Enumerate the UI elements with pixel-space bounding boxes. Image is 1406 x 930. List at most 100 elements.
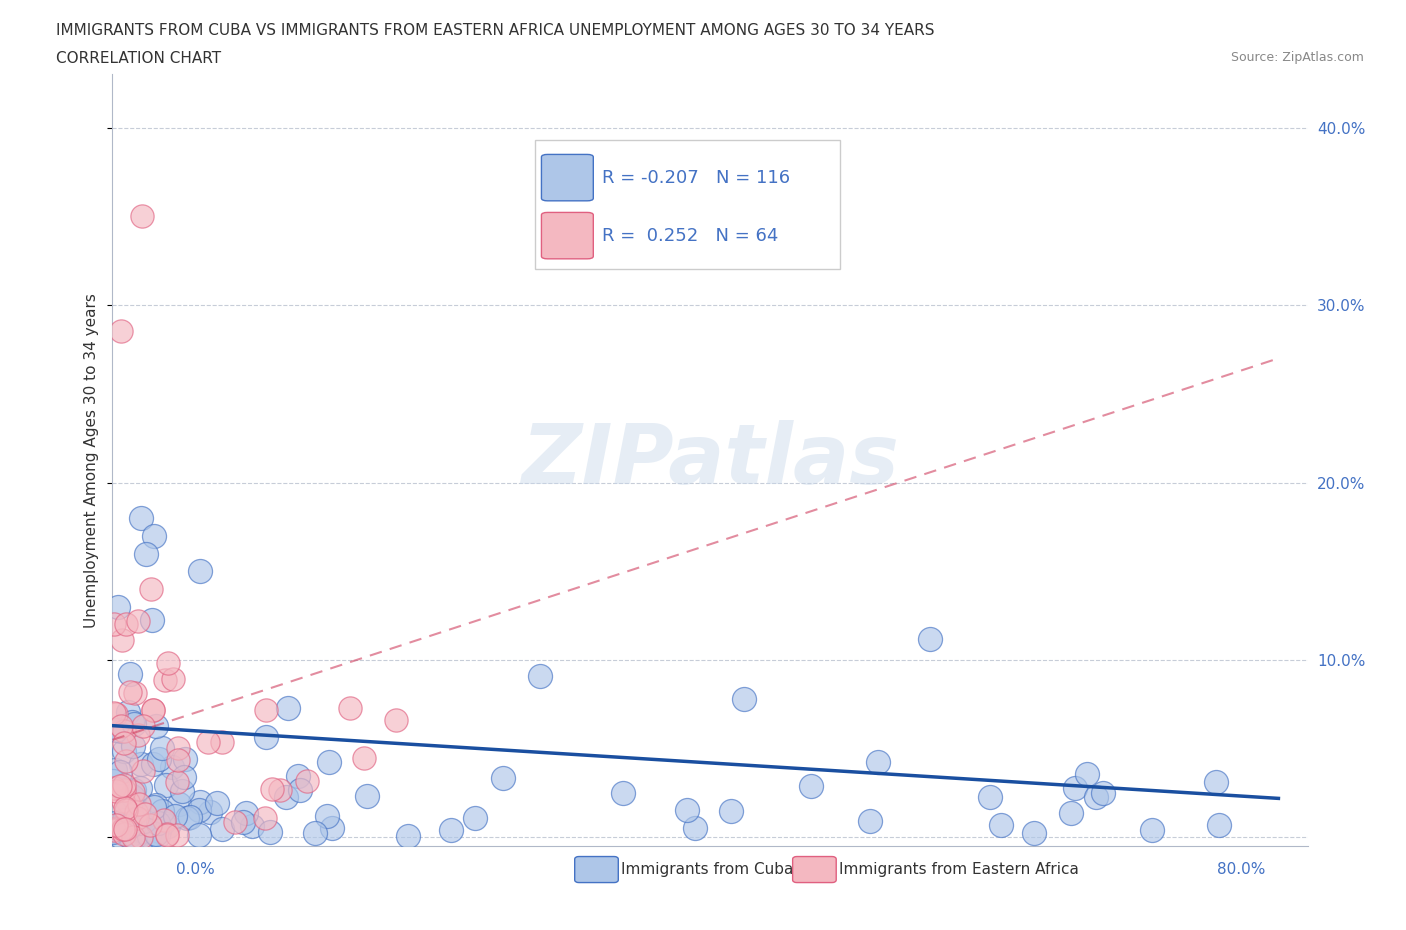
Point <box>990 817 1012 832</box>
Point <box>166 827 188 842</box>
Point <box>288 782 311 797</box>
Point <box>683 821 706 836</box>
Point <box>167 752 190 767</box>
Point <box>128 797 150 812</box>
Point <box>979 790 1001 805</box>
Point <box>131 830 153 844</box>
Point <box>148 751 170 766</box>
Point <box>127 829 149 844</box>
Point <box>112 812 135 827</box>
Point <box>122 716 145 731</box>
Point <box>112 794 135 809</box>
Point <box>103 706 125 721</box>
Point <box>160 759 183 774</box>
Point <box>112 783 135 798</box>
Point <box>676 803 699 817</box>
Point <box>156 656 179 671</box>
Point <box>153 672 176 687</box>
Point <box>105 723 128 737</box>
Point <box>396 829 419 844</box>
Point <box>868 754 890 769</box>
Point <box>121 816 143 830</box>
Point <box>103 780 125 795</box>
Point <box>103 617 125 631</box>
Point <box>167 740 190 755</box>
Point <box>1140 823 1163 838</box>
Point <box>117 795 139 810</box>
Point <box>150 741 173 756</box>
Point <box>124 790 146 805</box>
Point <box>260 781 283 796</box>
Point <box>142 528 165 543</box>
FancyBboxPatch shape <box>541 154 593 201</box>
Point <box>235 806 257 821</box>
Point <box>104 824 127 839</box>
Point <box>104 818 127 833</box>
Point <box>117 705 139 720</box>
Text: ZIPatlas: ZIPatlas <box>522 419 898 501</box>
Point <box>179 809 201 824</box>
Point <box>162 671 184 686</box>
Point <box>148 824 170 839</box>
Point <box>132 824 155 839</box>
Point <box>112 736 135 751</box>
Point <box>254 730 277 745</box>
Point <box>122 830 145 844</box>
Text: R = -0.207   N = 116: R = -0.207 N = 116 <box>602 168 790 187</box>
Point <box>920 631 942 646</box>
Point <box>134 806 156 821</box>
Point <box>132 813 155 828</box>
Point <box>339 700 361 715</box>
Point <box>115 805 138 820</box>
Point <box>145 719 167 734</box>
Text: Immigrants from Eastern Africa: Immigrants from Eastern Africa <box>839 862 1078 877</box>
Point <box>114 724 136 738</box>
Point <box>188 794 211 809</box>
Point <box>1092 786 1115 801</box>
Point <box>145 797 167 812</box>
Point <box>1063 780 1085 795</box>
Point <box>167 797 190 812</box>
Point <box>318 754 340 769</box>
Text: 80.0%: 80.0% <box>1218 862 1265 877</box>
Text: 0.0%: 0.0% <box>176 862 215 877</box>
Point <box>198 804 221 819</box>
Point <box>128 816 150 830</box>
Point <box>132 764 155 778</box>
Point <box>112 826 135 841</box>
Point <box>224 815 246 830</box>
Point <box>104 816 127 830</box>
Point <box>1076 766 1098 781</box>
Point <box>240 818 263 833</box>
Text: Immigrants from Cuba: Immigrants from Cuba <box>621 862 793 877</box>
Point <box>131 209 153 224</box>
Point <box>174 751 197 766</box>
Point <box>163 808 186 823</box>
Point <box>114 800 136 815</box>
Point <box>211 734 233 749</box>
Point <box>139 581 162 596</box>
FancyBboxPatch shape <box>541 212 593 259</box>
Point <box>150 804 173 818</box>
Point <box>155 828 177 843</box>
Point <box>124 828 146 843</box>
Point <box>297 774 319 789</box>
Point <box>118 818 141 833</box>
Point <box>121 738 143 753</box>
Point <box>135 546 157 561</box>
Text: R =  0.252   N = 64: R = 0.252 N = 64 <box>602 227 779 245</box>
Point <box>529 669 551 684</box>
Point <box>187 827 209 842</box>
Point <box>800 778 823 793</box>
Point <box>353 751 375 765</box>
Point <box>110 718 132 733</box>
Point <box>112 822 135 837</box>
Point <box>276 790 298 804</box>
Point <box>103 774 125 789</box>
Point <box>120 684 142 699</box>
Point <box>114 754 136 769</box>
Point <box>125 823 148 838</box>
Point <box>142 703 165 718</box>
Point <box>108 779 131 794</box>
Point <box>118 666 141 681</box>
